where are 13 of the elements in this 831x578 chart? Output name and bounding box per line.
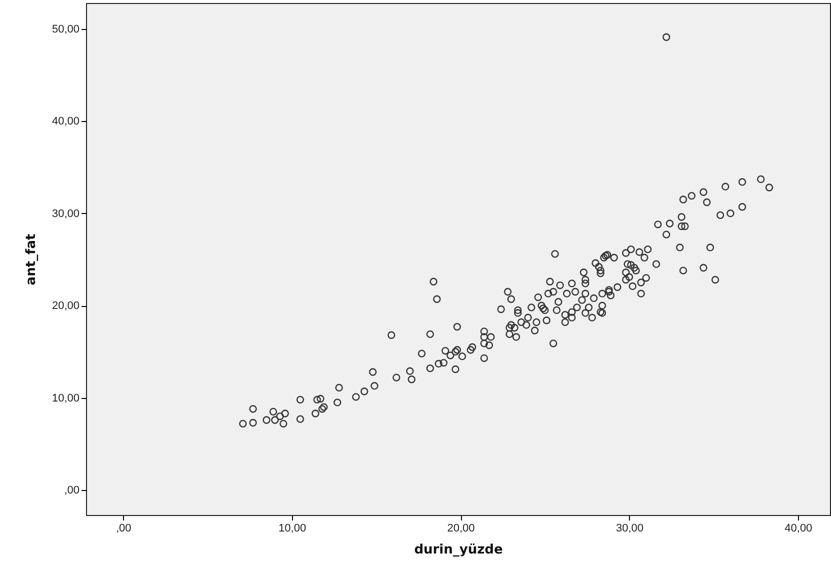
- x-tick-label: 30,00: [616, 522, 644, 534]
- y-tick-label: 10,00: [52, 392, 80, 404]
- y-tick-label: 30,00: [52, 208, 80, 220]
- y-tick-label: 40,00: [52, 116, 80, 128]
- x-tick-label: ,00: [116, 522, 132, 534]
- y-axis-title: ant_fat: [24, 234, 39, 286]
- x-tick-label: 40,00: [784, 522, 812, 534]
- y-tick-label: 50,00: [52, 23, 80, 36]
- x-axis-title: durin_yüzde: [414, 542, 503, 558]
- y-tick-label: ,00: [64, 484, 80, 497]
- x-tick-label: 10,00: [278, 522, 306, 534]
- y-tick-label: 20,00: [52, 300, 80, 312]
- x-tick-label: 20,00: [447, 522, 475, 534]
